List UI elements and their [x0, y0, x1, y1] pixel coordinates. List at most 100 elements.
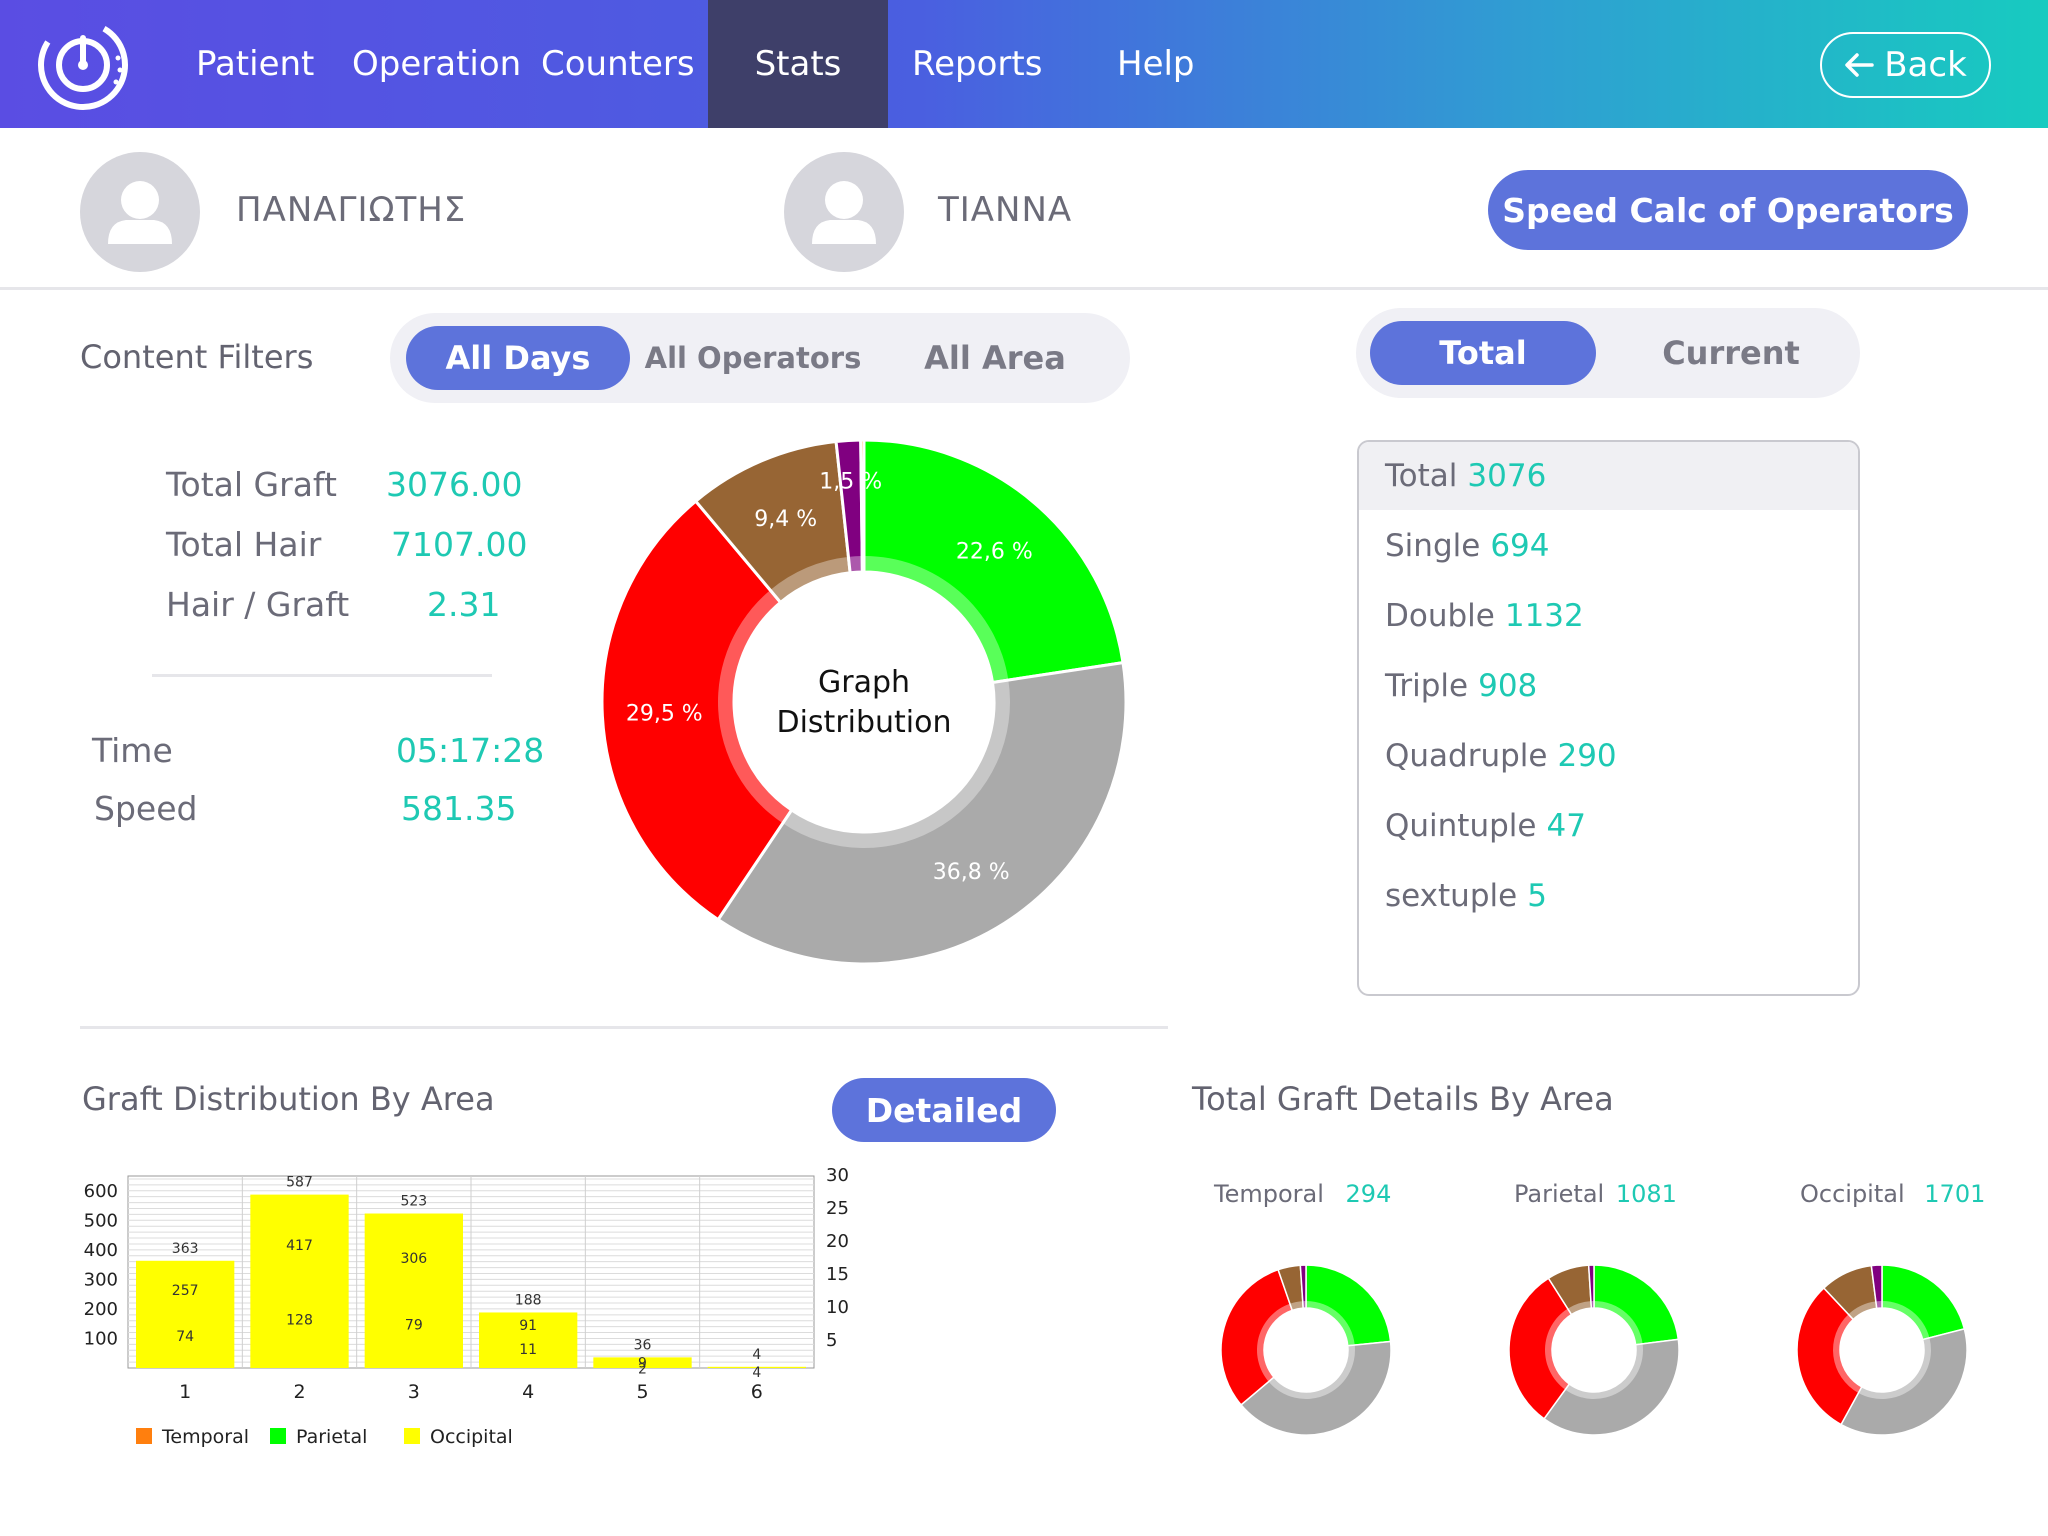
speedometer-icon[interactable] — [36, 18, 130, 112]
donut-slice-5[interactable] — [859, 438, 866, 574]
graft-type-row-sextuple[interactable]: sextuple 5 — [1359, 862, 1858, 930]
donut-slice-highlight — [1567, 1301, 1592, 1315]
bar-4[interactable] — [479, 1312, 578, 1368]
total-graft-value: 3076.00 — [386, 465, 523, 504]
total-current-toggle: Total Current — [1356, 308, 1860, 398]
donut-slice-1[interactable] — [1542, 1338, 1680, 1436]
donut-slice-highlight — [1289, 1301, 1304, 1311]
divider — [80, 1026, 1168, 1029]
bar-value-label: 128 — [286, 1313, 313, 1329]
donut-slice-1[interactable] — [716, 660, 1128, 966]
donut-slice-4[interactable] — [1870, 1264, 1883, 1310]
filter-all-operators[interactable]: All Operators — [644, 341, 862, 375]
speed-value: 581.35 — [401, 789, 517, 828]
area-name: Occipital — [1800, 1180, 1905, 1208]
nav-stats[interactable]: Stats — [708, 0, 888, 128]
graft-type-label: Single — [1385, 528, 1481, 564]
nav-patient[interactable]: Patient — [196, 44, 315, 84]
graft-type-value: 3076 — [1467, 458, 1547, 494]
y-tick-label: 400 — [84, 1240, 118, 1261]
y2-tick-label: 10 — [826, 1297, 849, 1318]
graft-type-value: 694 — [1490, 528, 1550, 564]
graft-type-row-quadruple[interactable]: Quadruple 290 — [1359, 722, 1858, 790]
nav-counters[interactable]: Counters — [541, 44, 695, 84]
donut-slice-highlight — [1302, 1301, 1306, 1309]
y2-tick-label: 20 — [826, 1231, 849, 1252]
donut-slice-0[interactable] — [862, 438, 1125, 685]
parietal-donut-chart — [1508, 1264, 1680, 1436]
bar-value-label: 36 — [634, 1337, 652, 1353]
donut-slice-highlight — [1858, 1337, 1931, 1399]
donut-slice-4[interactable] — [1299, 1264, 1307, 1309]
graft-type-row-single[interactable]: Single 694 — [1359, 512, 1858, 580]
nav-help[interactable]: Help — [1117, 44, 1195, 84]
donut-center-label: Distribution — [776, 705, 951, 740]
graft-type-value: 5 — [1527, 878, 1547, 914]
bar-1[interactable] — [136, 1260, 235, 1368]
operator-name: ΤΙΑΝΝΑ — [938, 190, 1073, 230]
total-hair-value: 7107.00 — [391, 525, 528, 564]
bar-6[interactable] — [707, 1366, 806, 1368]
bar-3[interactable] — [364, 1213, 463, 1368]
y2-tick-label: 5 — [826, 1330, 837, 1351]
bar-value-label: 79 — [405, 1317, 423, 1333]
bar-value-label: 2 — [638, 1361, 647, 1377]
donut-slice-label: 29,5 % — [626, 702, 703, 727]
bar-5[interactable] — [593, 1357, 692, 1368]
parietal-area-label: Parietal 1081 — [1514, 1180, 1677, 1208]
donut-slice-highlight — [1306, 1301, 1355, 1346]
legend-swatch — [270, 1428, 286, 1444]
bar-value-label: 587 — [286, 1175, 313, 1191]
toggle-total[interactable]: Total — [1370, 321, 1596, 385]
graft-type-row-quintuple[interactable]: Quintuple 47 — [1359, 792, 1858, 860]
bar-value-label: 9 — [638, 1355, 647, 1371]
donut-slice-2[interactable] — [1796, 1286, 1863, 1426]
filter-all-area[interactable]: All Area — [924, 339, 1066, 377]
bar-value-label: 188 — [515, 1292, 542, 1308]
y2-tick-label: 30 — [826, 1165, 849, 1186]
donut-slice-2[interactable] — [600, 499, 794, 922]
temporal-area-label: Temporal 294 — [1214, 1180, 1391, 1208]
donut-slice-4[interactable] — [1587, 1264, 1595, 1309]
bar-value-label: 417 — [286, 1238, 313, 1254]
bar-2[interactable] — [250, 1194, 349, 1368]
time-value: 05:17:28 — [396, 731, 545, 770]
toggle-current[interactable]: Current — [1662, 334, 1800, 372]
donut-slice-highlight — [1590, 1301, 1594, 1309]
donut-slice-highlight — [1833, 1314, 1862, 1393]
area-value: 1701 — [1924, 1180, 1986, 1208]
graft-type-label: Quintuple — [1385, 808, 1537, 844]
bar-value-label: 4 — [752, 1365, 761, 1381]
area-value: 294 — [1345, 1180, 1392, 1208]
operator-avatar[interactable] — [80, 152, 200, 272]
graft-type-row-triple[interactable]: Triple 908 — [1359, 652, 1858, 720]
bar-value-label: 257 — [172, 1283, 199, 1299]
donut-slice-1[interactable] — [1840, 1327, 1968, 1436]
filter-all-days[interactable]: All Days — [406, 326, 630, 390]
donut-slice-0[interactable] — [1305, 1264, 1392, 1347]
y-tick-label: 300 — [84, 1269, 118, 1290]
operator-avatar[interactable] — [784, 152, 904, 272]
top-navigation-bar: Patient Operation Counters Stats Reports… — [0, 0, 2048, 128]
bar-value-label: 91 — [519, 1318, 537, 1334]
graft-type-row-total[interactable]: Total 3076 — [1359, 442, 1858, 510]
graft-distribution-bar-chart: 1002003004005006005101520253036325774158… — [84, 1165, 849, 1448]
content-filters-label: Content Filters — [80, 338, 314, 376]
graft-type-value: 290 — [1557, 738, 1617, 774]
speed-calc-button[interactable]: Speed Calc of Operators — [1488, 170, 1968, 250]
back-label: Back — [1884, 45, 1967, 85]
nav-operation[interactable]: Operation — [352, 44, 522, 84]
nav-reports[interactable]: Reports — [912, 44, 1043, 84]
donut-slice-2[interactable] — [1508, 1277, 1573, 1420]
hair-per-graft-value: 2.31 — [427, 585, 501, 624]
donut-slice-2[interactable] — [1220, 1268, 1294, 1406]
donut-slice-highlight — [1545, 1308, 1572, 1390]
total-graft-details-title: Total Graft Details By Area — [1192, 1080, 1614, 1118]
donut-slice-1[interactable] — [1240, 1340, 1392, 1436]
donut-slice-label: 22,6 % — [956, 539, 1033, 564]
detailed-button[interactable]: Detailed — [832, 1078, 1056, 1142]
x-tick-label: 1 — [179, 1381, 191, 1403]
back-button[interactable]: Back — [1820, 32, 1991, 98]
graft-type-row-double[interactable]: Double 1132 — [1359, 582, 1858, 650]
